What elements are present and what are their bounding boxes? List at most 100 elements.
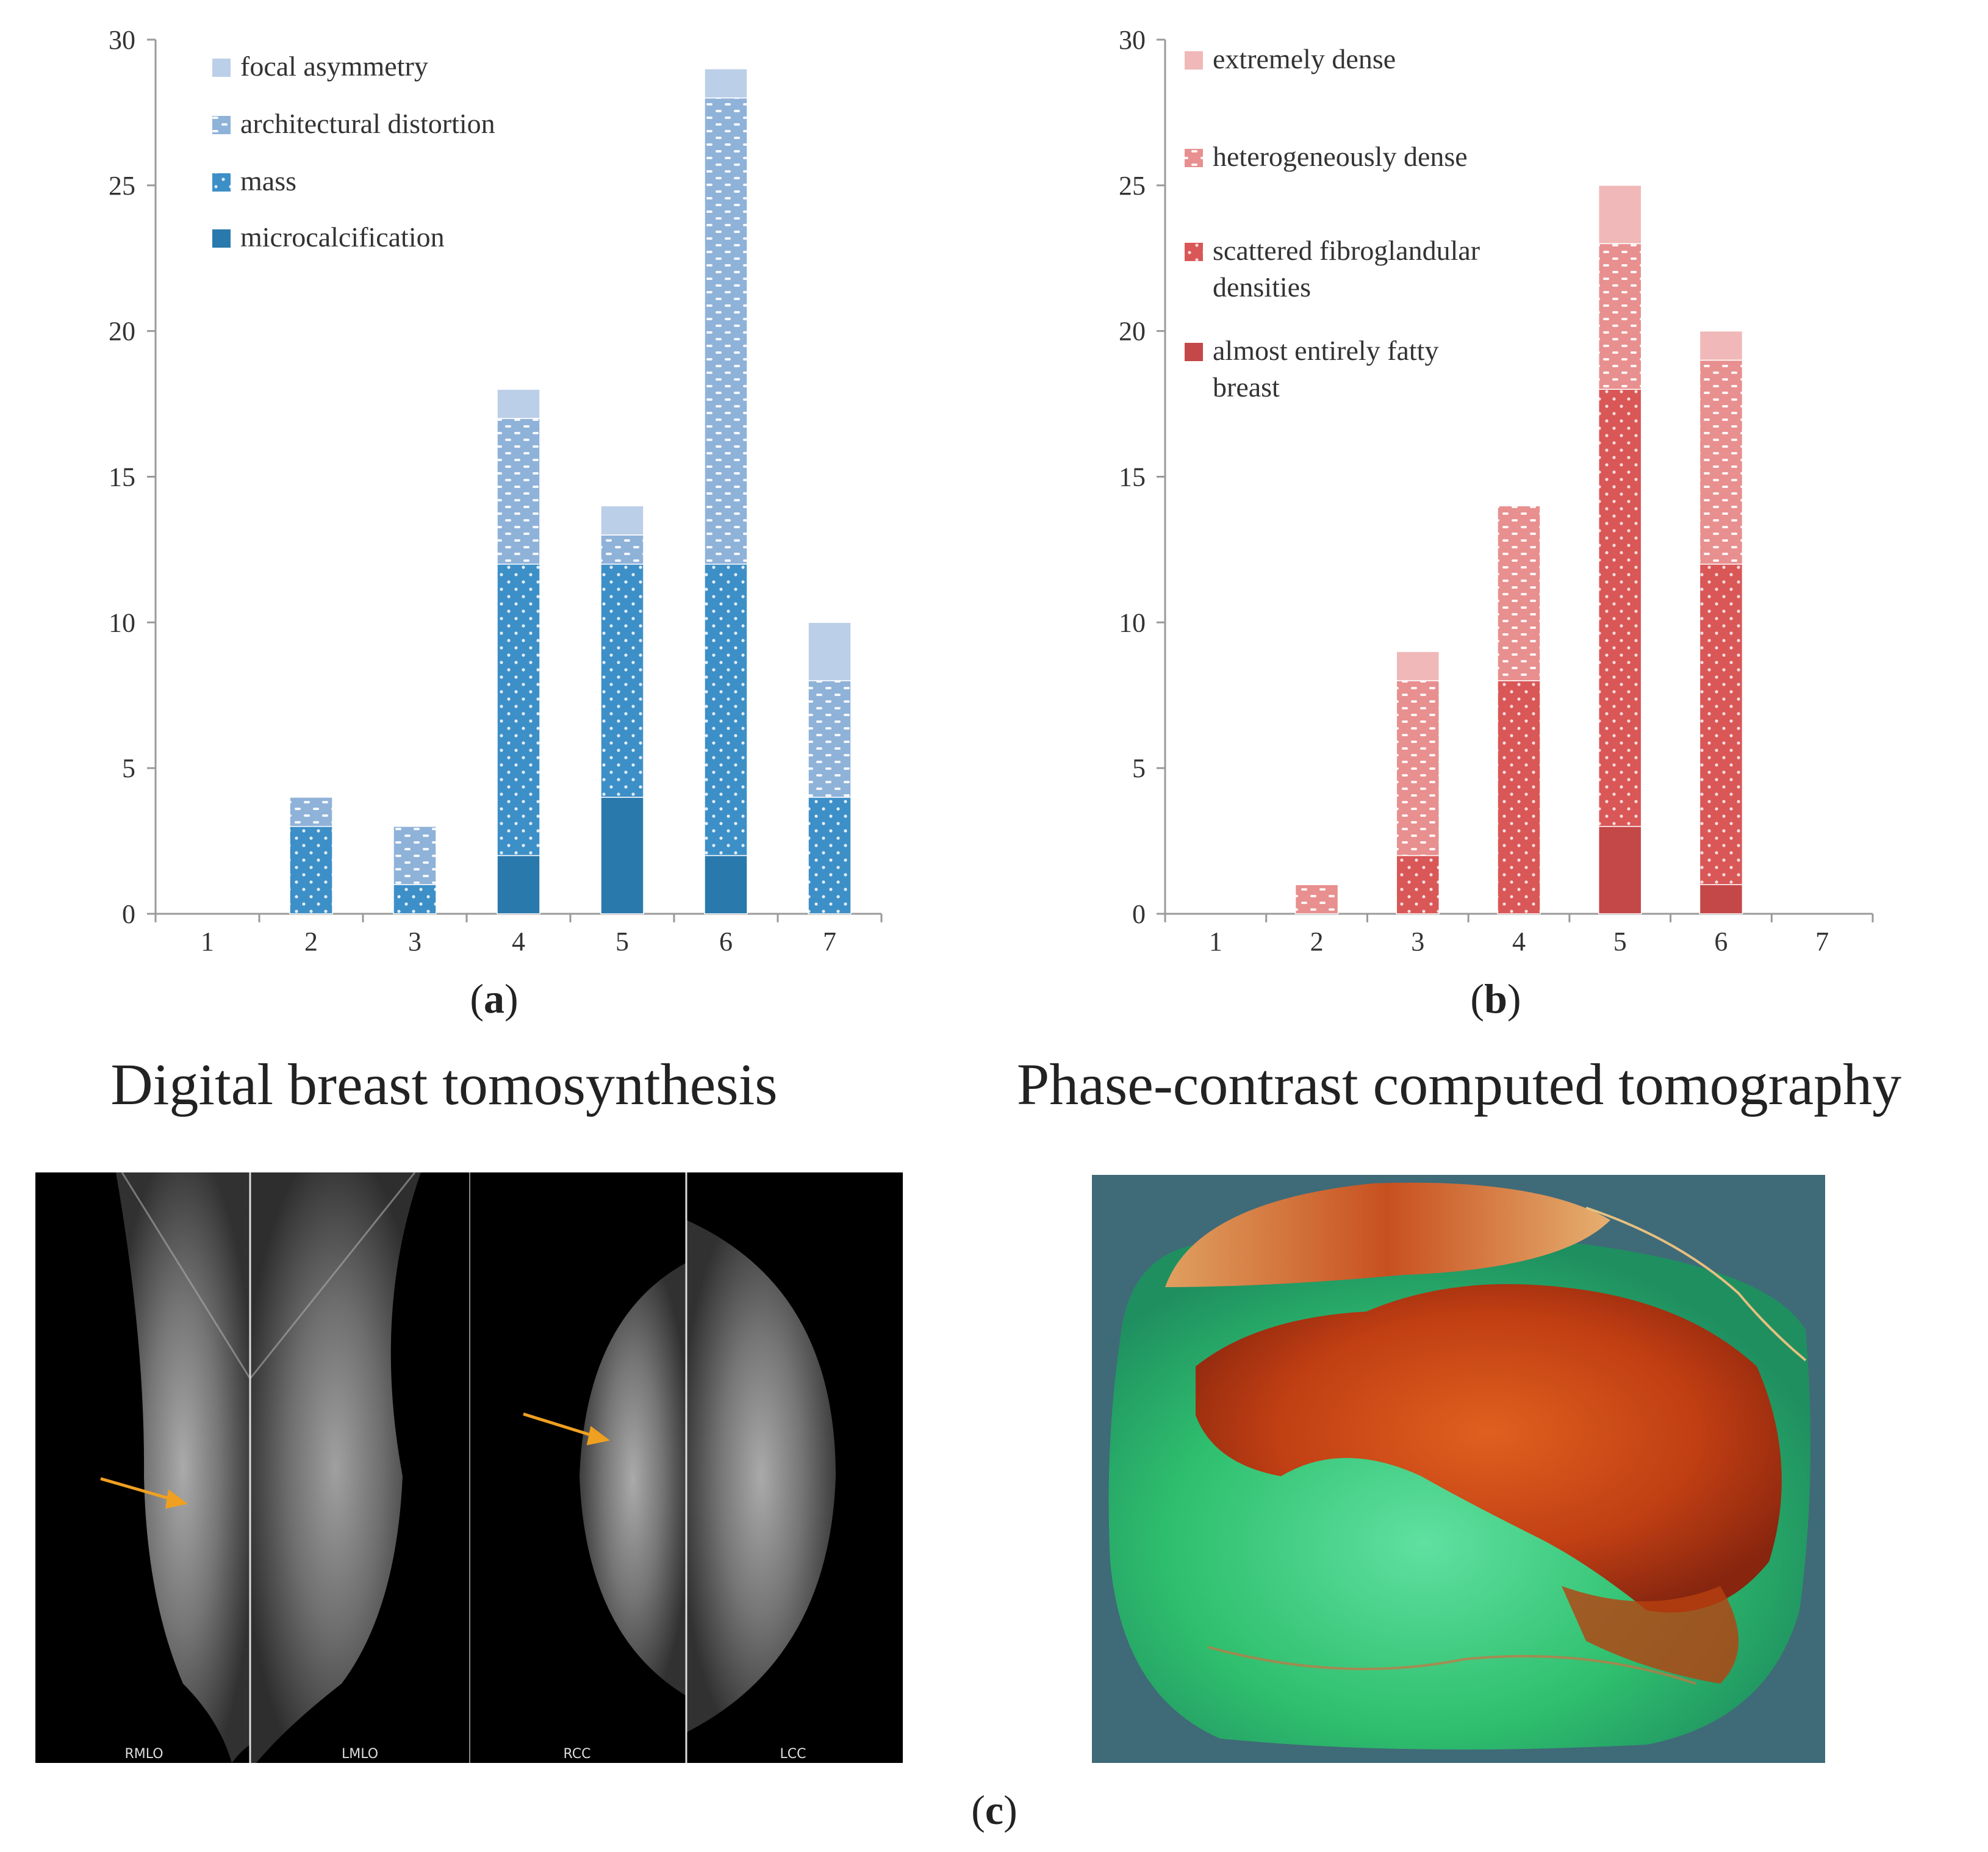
breast-lmlo [250,1172,421,1763]
bar-segment-microcalcification-cat-6 [704,855,748,914]
x-tick-label: 7 [1815,927,1829,957]
bar-segment-scattered-fibroglandular-densities-cat-3 [1396,855,1440,914]
panel-label-b: (b) [1470,975,1521,1022]
bar-segment-heterogeneously-dense-cat-3 [1396,680,1440,856]
legend-swatch-microcalcification [212,229,231,248]
y-tick-label: 25 [1119,171,1146,201]
tissue-top-crest [1165,1182,1610,1287]
legend-swatch-mass [212,173,231,192]
bar-segment-mass-cat-3 [393,884,437,914]
bar-segment-focal-asymmetry-cat-5 [600,505,644,536]
bar-segment-almost-entirely-fatty-breast-cat-5 [1598,825,1642,914]
bar-segment-mass-cat-6 [704,564,748,856]
legend-label: architectural distortion [240,108,495,139]
bar-segment-architectural-distortion-cat-4 [497,418,540,565]
bar-segment-extremely-dense-cat-5 [1598,185,1642,245]
y-tick-label: 10 [109,608,135,637]
x-tick-label: 7 [823,927,836,957]
legend-label: almost entirely fatty [1213,335,1438,366]
bar-segment-microcalcification-cat-5 [600,797,644,914]
bar-segment-focal-asymmetry-cat-4 [497,389,540,419]
pcct-image [1092,1175,1825,1763]
legend-swatch-almost-entirely-fatty [1185,343,1203,361]
x-tick-label: 3 [1411,927,1424,957]
bar-segment-architectural-distortion-cat-3 [393,825,437,885]
bar-segment-mass-cat-5 [600,564,644,798]
title-right: Phase-contrast computed tomography [1017,1052,1901,1117]
y-tick-label: 0 [1132,899,1146,929]
x-tick-label: 3 [408,927,422,957]
bar-segment-microcalcification-cat-4 [497,855,540,914]
bar-segment-almost-entirely-fatty-breast-cat-6 [1699,884,1743,914]
panel-label-c: (c) [971,1787,1017,1833]
y-tick-label: 25 [109,171,135,201]
breast-lcc [686,1220,836,1732]
x-tick-label: 2 [1310,927,1324,957]
bar-segment-mass-cat-2 [289,825,333,914]
legend-swatch-architectural-distortion [212,116,231,134]
y-tick-label: 15 [1119,462,1146,492]
legend-label: extremely dense [1213,43,1396,74]
legend-label: heterogeneously dense [1213,141,1468,172]
x-tick-label: 1 [201,927,214,957]
bar-segment-mass-cat-4 [497,564,540,856]
legend-b: extremely dense heterogeneously dense sc… [1185,43,1480,403]
legend-swatch-heterogeneously-dense [1185,149,1203,167]
y-tick-label: 15 [109,462,135,492]
bar-segment-architectural-distortion-cat-7 [808,680,852,798]
x-tick-label: 6 [719,927,733,957]
view-label-rmlo: RMLO [124,1746,163,1762]
bar-segment-heterogeneously-dense-cat-4 [1497,505,1541,681]
bar-segment-heterogeneously-dense-cat-6 [1699,359,1743,565]
legend-label: breast [1213,371,1280,403]
bar-segment-focal-asymmetry-cat-6 [704,68,748,99]
breast-rcc [580,1263,686,1696]
y-tick-label: 30 [1119,25,1146,55]
panel-label-a: (a) [470,975,518,1022]
y-tick-label: 5 [1132,753,1146,783]
bar-segment-scattered-fibroglandular-densities-cat-4 [1497,680,1541,914]
chart-b: 0 5 10 15 20 25 30 1 2 3 4 5 6 7 [1119,25,1874,957]
x-tick-label: 5 [1613,927,1627,957]
legend-swatch-extremely-dense [1185,51,1203,70]
legend-label: scattered fibroglandular [1213,235,1480,266]
bar-segment-extremely-dense-cat-3 [1396,651,1440,681]
x-tick-label: 5 [615,927,629,957]
dbt-image: RMLO LMLO RCC LCC [35,1172,903,1763]
title-left: Digital breast tomosynthesis [110,1052,777,1117]
x-tick-label: 2 [304,927,318,957]
bar-segment-architectural-distortion-cat-6 [704,97,748,565]
y-tick-label: 30 [109,25,135,55]
bar-segment-mass-cat-7 [808,797,852,914]
chart-a: 0 5 10 15 20 25 30 1 2 3 4 5 6 7 [109,25,883,957]
arrow-rmlo [100,1477,188,1509]
arrow-rcc [523,1412,610,1446]
legend-label: microcalcification [240,221,445,253]
y-tick-label: 20 [1119,317,1146,346]
x-tick-label: 4 [512,927,525,957]
legend-swatch-focal-asymmetry [212,59,231,77]
legend-label: mass [240,165,296,196]
y-tick-label: 20 [109,317,135,346]
y-tick-label: 0 [122,899,135,929]
view-label-lmlo: LMLO [342,1746,378,1762]
bar-segment-focal-asymmetry-cat-7 [808,622,852,681]
legend-swatch-scattered-fibroglandular [1185,243,1203,261]
legend-label: densities [1213,271,1311,303]
tissue-red-mass [1196,1284,1782,1613]
bar-segment-extremely-dense-cat-6 [1699,330,1743,361]
y-tick-label: 10 [1119,608,1146,637]
x-tick-label: 6 [1714,927,1728,957]
breast-rmlo [116,1172,250,1763]
x-tick-label: 1 [1209,927,1222,957]
legend-a: focal asymmetry architectural distortion… [212,51,495,253]
y-tick-label: 5 [122,753,135,783]
x-tick-label: 4 [1512,927,1526,957]
legend-label: focal asymmetry [240,51,428,82]
bar-segment-scattered-fibroglandular-densities-cat-5 [1598,389,1642,827]
view-label-lcc: LCC [780,1746,806,1762]
view-label-rcc: RCC [564,1746,591,1762]
bar-segment-heterogeneously-dense-cat-2 [1294,884,1339,914]
bar-segment-architectural-distortion-cat-5 [600,534,644,565]
